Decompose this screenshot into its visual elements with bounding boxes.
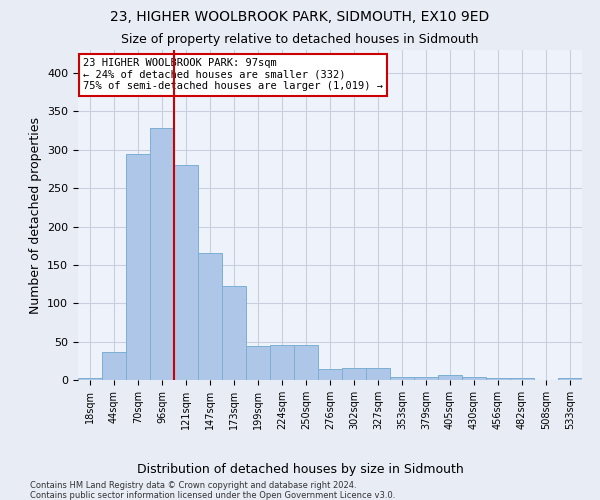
Bar [270,346,294,380]
Bar [318,370,342,380]
Bar [222,286,246,380]
Bar [462,377,486,380]
Text: 23, HIGHER WOOLBROOK PARK, SIDMOUTH, EX10 9ED: 23, HIGHER WOOLBROOK PARK, SIDMOUTH, EX1… [110,10,490,24]
Bar [150,128,174,380]
Text: Contains HM Land Registry data © Crown copyright and database right 2024.: Contains HM Land Registry data © Crown c… [30,481,356,490]
Bar [414,377,438,380]
Text: Contains public sector information licensed under the Open Government Licence v3: Contains public sector information licen… [30,491,395,500]
Bar [198,254,222,380]
Bar [510,378,534,380]
Bar [390,377,414,380]
Text: Size of property relative to detached houses in Sidmouth: Size of property relative to detached ho… [121,32,479,46]
Bar [246,346,270,380]
Bar [438,376,462,380]
Bar [78,378,102,380]
Bar [174,165,198,380]
Text: Distribution of detached houses by size in Sidmouth: Distribution of detached houses by size … [137,462,463,475]
Bar [486,378,510,380]
Bar [102,352,126,380]
Text: 23 HIGHER WOOLBROOK PARK: 97sqm
← 24% of detached houses are smaller (332)
75% o: 23 HIGHER WOOLBROOK PARK: 97sqm ← 24% of… [83,58,383,92]
Y-axis label: Number of detached properties: Number of detached properties [29,116,41,314]
Bar [558,378,582,380]
Bar [342,368,366,380]
Bar [126,154,150,380]
Bar [366,368,390,380]
Bar [294,346,318,380]
